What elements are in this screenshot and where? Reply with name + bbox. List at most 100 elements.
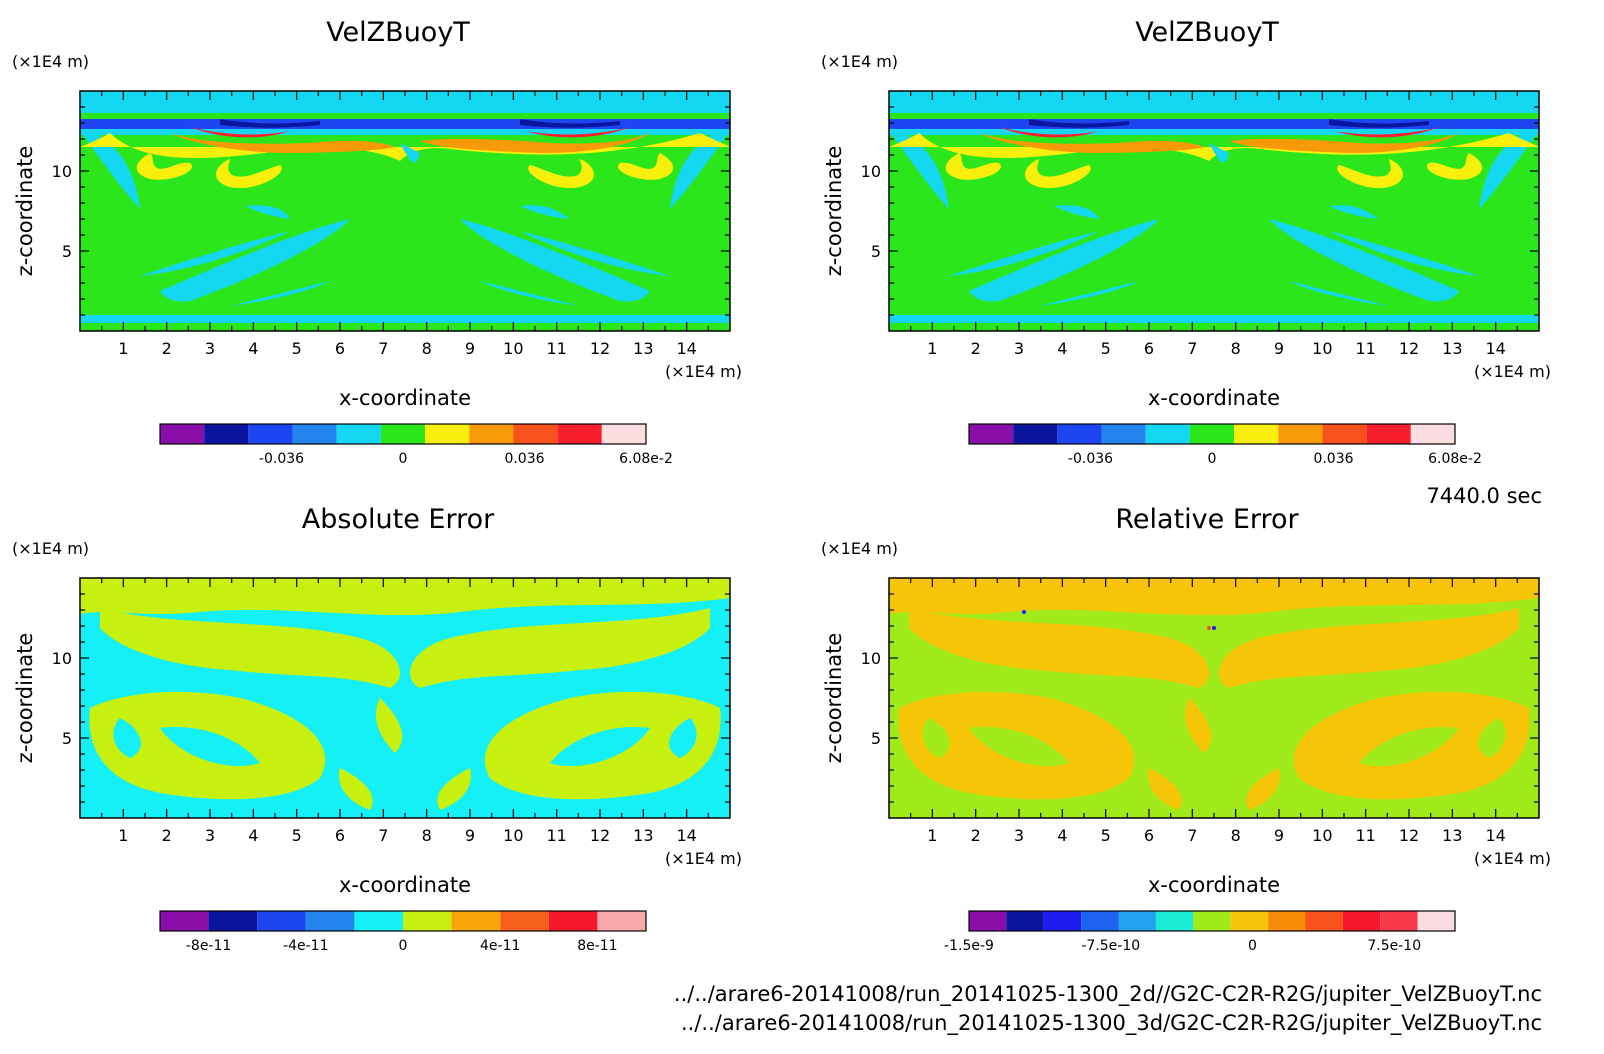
y-tick-label: 10 [861,162,881,181]
colorbar-tick-label: -0.036 [259,451,304,467]
colorbar-swatch [969,911,1007,931]
x-tick-label: 7 [1187,339,1197,358]
x-unit-label: (×1E4 m) [665,849,742,868]
y-axis-label: z-coordinate [822,146,846,277]
x-tick-label: 11 [1355,339,1375,358]
colorbar-swatch [1278,424,1323,444]
colorbar-swatch [1417,911,1455,931]
timestamp-label: 7440.0 sec [1426,484,1542,508]
colorbar-swatch [1118,911,1156,931]
colorbar: -0.036 0 0.036 6.08e-2 [968,423,1482,467]
x-tick-label: 8 [422,826,432,845]
colorbar-tick-label: 4e-11 [480,938,520,954]
colorbar: -1.5e-9 -7.5e-10 0 7.5e-10 [944,910,1456,954]
colorbar-swatch [1101,424,1146,444]
colorbar-swatch [1006,911,1044,931]
y-tick-label: 5 [871,729,881,748]
chart-title: Absolute Error [302,504,495,535]
x-tick-label: 11 [546,826,566,845]
colorbar-swatch [1234,424,1279,444]
x-unit-label: (×1E4 m) [1474,362,1551,381]
x-tick-label: 3 [205,826,215,845]
colorbar-tick-label: -8e-11 [186,938,231,954]
colorbar-swatch [425,424,470,444]
colorbar-tick-label: -7.5e-10 [1081,938,1140,954]
colorbar-swatch [1380,911,1418,931]
colorbar-swatch [248,424,293,444]
x-tick-label: 7 [378,339,388,358]
colorbar-swatch [451,911,501,931]
y-tick-label: 10 [52,162,72,181]
x-unit-label: (×1E4 m) [665,362,742,381]
chart-panel-2: VelZBuoyT(×1E4 m)1 2 3 4 5 6 7 8 9 10 11 12 13 14510(… [821,17,1551,467]
colorbar-swatch [160,424,205,444]
colorbar-tick-label: 8e-11 [577,938,617,954]
colorbar-frame [159,423,647,445]
x-tick-label: 9 [465,826,475,845]
colorbar-swatch [1057,424,1102,444]
y-axis-label: z-coordinate [13,633,37,764]
colorbar-swatch [1145,424,1190,444]
x-tick-label: 13 [633,339,653,358]
x-tick-label: 12 [1399,826,1419,845]
colorbar-swatch [1268,911,1306,931]
colorbar-swatch [204,424,249,444]
x-tick-label: 2 [971,339,981,358]
y-unit-label: (×1E4 m) [12,52,89,71]
colorbar-swatch [1305,911,1343,931]
chart-title: VelZBuoyT [326,17,470,48]
colorbar-swatch [354,911,403,931]
contour-field [889,91,1539,331]
x-tick-label: 6 [1144,826,1154,845]
colorbar-swatch [1081,911,1119,931]
colorbar-tick-label: 6.08e-2 [619,451,673,467]
chart-title: Relative Error [1115,504,1299,535]
x-tick-label: 6 [335,339,345,358]
x-tick-label: 5 [292,339,302,358]
file-path-2: ../../arare6-20141008/run_20141025-1300_… [681,1011,1542,1036]
x-tick-label: 14 [1485,826,1505,845]
colorbar-swatch [1322,424,1367,444]
colorbar-tick-label: 6.08e-2 [1428,451,1482,467]
colorbar-tick-label: 7.5e-10 [1367,938,1421,954]
colorbar-tick-label: -4e-11 [283,938,328,954]
x-axis-label: x-coordinate [339,873,471,897]
colorbar-swatch [1155,911,1194,931]
colorbar-swatch [1230,911,1269,931]
y-axis-label: z-coordinate [822,633,846,764]
x-tick-label: 14 [1485,339,1505,358]
colorbar-swatch [969,424,1014,444]
colorbar-frame [968,910,1456,932]
x-tick-label: 4 [1057,339,1067,358]
colorbar-swatch [469,424,514,444]
x-tick-label: 12 [590,826,610,845]
x-axis-label: x-coordinate [1148,873,1280,897]
colorbar-tick-label: 0 [399,451,408,467]
x-tick-label: 12 [1399,339,1419,358]
chart-panel-3: Absolute Error(×1E4 m)1 2 3 4 5 6 7 8 9 10 11 12 13 1… [12,504,742,954]
x-tick-label: 8 [1231,826,1241,845]
contour-field [80,578,730,818]
colorbar-tick-label: 0.036 [1313,451,1353,467]
x-tick-label: 1 [927,826,937,845]
x-tick-label: 9 [1274,339,1284,358]
x-tick-label: 2 [162,826,172,845]
contour-field [80,91,730,331]
colorbar-swatch [500,911,549,931]
x-axis-label: x-coordinate [339,386,471,410]
x-tick-label: 6 [1144,339,1154,358]
contour-plot [80,91,730,331]
x-tick-label: 13 [1442,826,1462,845]
y-tick-label: 5 [62,729,72,748]
colorbar-swatch [305,911,355,931]
colorbar-frame [159,910,647,932]
x-tick-label: 5 [1101,826,1111,845]
x-tick-label: 7 [378,826,388,845]
x-tick-label: 1 [927,339,937,358]
chart-title: VelZBuoyT [1135,17,1279,48]
colorbar-swatch [257,911,306,931]
colorbar-swatch [1342,911,1381,931]
contour-plot [80,578,730,818]
x-tick-label: 12 [590,339,610,358]
